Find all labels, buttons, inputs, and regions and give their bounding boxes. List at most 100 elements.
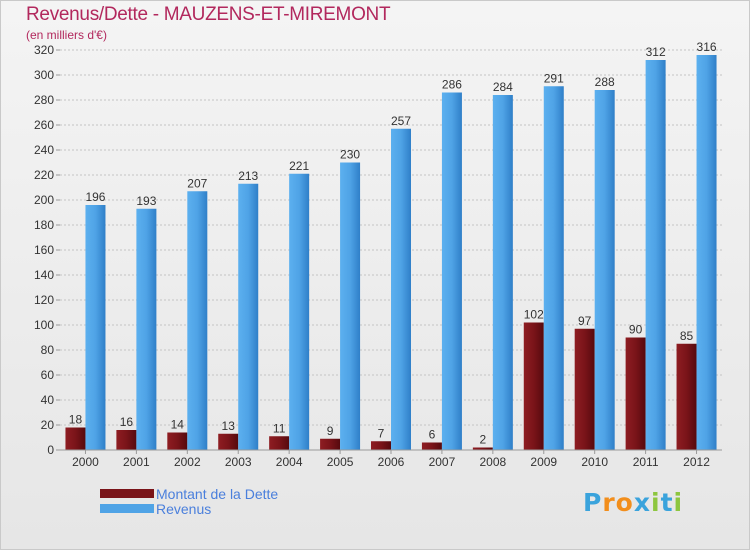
debt-bar bbox=[676, 343, 697, 450]
y-tick-label: 260 bbox=[34, 118, 54, 132]
x-tick-label: 2011 bbox=[633, 455, 659, 469]
revenue-bar bbox=[238, 183, 259, 450]
debt-bar bbox=[625, 337, 646, 450]
revenue-value-label: 288 bbox=[595, 75, 615, 89]
revenue-value-label: 213 bbox=[238, 169, 258, 183]
debt-bar bbox=[320, 438, 341, 450]
debt-value-label: 90 bbox=[629, 323, 643, 337]
debt-value-label: 9 bbox=[327, 424, 334, 438]
revenue-value-label: 291 bbox=[544, 71, 564, 85]
y-tick-label: 100 bbox=[34, 318, 54, 332]
logo-letter: P bbox=[583, 488, 603, 517]
x-tick-label: 2007 bbox=[429, 455, 456, 469]
legend-swatch-debt bbox=[100, 489, 154, 498]
debt-value-label: 13 bbox=[222, 419, 236, 433]
revenue-value-label: 284 bbox=[493, 80, 513, 94]
bars bbox=[65, 55, 717, 450]
logo-letter: r bbox=[602, 488, 616, 517]
x-tick-label: 2012 bbox=[683, 455, 710, 469]
y-tick-label: 160 bbox=[34, 243, 54, 257]
revenue-value-label: 230 bbox=[340, 148, 360, 162]
revenue-bar bbox=[187, 191, 208, 450]
debt-bar bbox=[574, 328, 595, 450]
chart-subtitle: (en milliers d'€) bbox=[26, 28, 107, 42]
debt-bar bbox=[371, 441, 391, 450]
debt-bar bbox=[523, 322, 544, 450]
revenue-bar bbox=[289, 173, 310, 450]
x-tick-label: 2009 bbox=[530, 455, 557, 469]
x-tick-label: 2005 bbox=[327, 455, 354, 469]
x-axis-ticks: 2000 2001 2002 2003 2004 2005 2006 2007 2008 2009… bbox=[72, 450, 710, 469]
debt-value-label: 2 bbox=[480, 433, 487, 447]
debt-bar bbox=[218, 433, 239, 450]
y-axis-ticks: 0 20 40 60 80 100 120 140 160 180 200 220 240 260 280 3… bbox=[34, 43, 60, 457]
x-tick-label: 2006 bbox=[378, 455, 405, 469]
y-tick-label: 180 bbox=[34, 218, 54, 232]
revenue-value-label: 196 bbox=[85, 190, 105, 204]
y-tick-label: 40 bbox=[41, 393, 55, 407]
y-tick-label: 60 bbox=[41, 368, 55, 382]
debt-value-label: 7 bbox=[378, 426, 385, 440]
legend-label-revenue: Revenus bbox=[156, 501, 212, 517]
x-tick-label: 2004 bbox=[276, 455, 303, 469]
debt-bar bbox=[167, 432, 188, 450]
y-tick-label: 200 bbox=[34, 193, 54, 207]
chart-title: Revenus/Dette - MAUZENS-ET-MIREMONT bbox=[26, 4, 391, 25]
proxiti-logo: Proxiti bbox=[583, 488, 683, 517]
revenue-bar bbox=[594, 90, 615, 450]
x-tick-label: 2001 bbox=[123, 455, 150, 469]
y-tick-label: 240 bbox=[34, 143, 54, 157]
debt-value-label: 6 bbox=[429, 428, 436, 442]
debt-value-label: 97 bbox=[578, 314, 592, 328]
y-tick-label: 120 bbox=[34, 293, 54, 307]
revenue-bar bbox=[543, 86, 564, 450]
debt-value-label: 18 bbox=[69, 413, 83, 427]
x-tick-label: 2008 bbox=[479, 455, 506, 469]
y-tick-label: 80 bbox=[41, 343, 55, 357]
y-tick-label: 140 bbox=[34, 268, 54, 282]
revenue-bar bbox=[492, 95, 513, 450]
revenue-value-label: 286 bbox=[442, 78, 462, 92]
y-tick-label: 280 bbox=[34, 93, 54, 107]
y-tick-label: 220 bbox=[34, 168, 54, 182]
debt-bar bbox=[116, 430, 137, 450]
debt-value-label: 11 bbox=[273, 421, 286, 435]
debt-bar bbox=[269, 436, 290, 450]
revenue-value-label: 312 bbox=[646, 45, 666, 59]
revenue-bar bbox=[340, 162, 361, 450]
y-tick-label: 300 bbox=[34, 68, 54, 82]
logo-letter: i bbox=[673, 488, 684, 517]
legend-label-debt: Montant de la Dette bbox=[156, 486, 279, 502]
revenue-value-label: 257 bbox=[391, 114, 411, 128]
x-tick-label: 2000 bbox=[72, 455, 99, 469]
debt-value-label: 85 bbox=[680, 329, 694, 343]
revenue-bar bbox=[645, 60, 666, 450]
y-tick-label: 320 bbox=[34, 43, 54, 57]
logo-letter: o bbox=[615, 488, 634, 517]
debt-bar bbox=[421, 442, 442, 450]
debt-value-label: 102 bbox=[524, 308, 544, 322]
debt-bar bbox=[65, 427, 86, 450]
revenue-bar bbox=[441, 92, 462, 450]
revenue-value-label: 316 bbox=[697, 40, 717, 54]
y-tick-label: 0 bbox=[47, 443, 54, 457]
logo-letter: x bbox=[633, 488, 651, 517]
legend-swatch-revenue bbox=[100, 504, 154, 513]
revenue-bar bbox=[85, 205, 106, 450]
x-tick-label: 2003 bbox=[225, 455, 252, 469]
revenue-bar bbox=[391, 128, 411, 450]
logo-letter: i bbox=[651, 488, 661, 517]
revenue-bar bbox=[136, 208, 157, 450]
revenue-value-label: 193 bbox=[136, 194, 156, 208]
debt-value-label: 16 bbox=[120, 415, 134, 429]
revenue-value-label: 221 bbox=[289, 159, 309, 173]
data-labels: 18 196 16 193 14 207 13 213 11 221 9 230 7 257 6 286 2 28… bbox=[69, 40, 717, 447]
y-tick-label: 20 bbox=[41, 418, 55, 432]
revenue-value-label: 207 bbox=[187, 176, 207, 190]
debt-bar bbox=[472, 447, 493, 450]
logo-letter: t bbox=[660, 488, 674, 517]
revenue-bar bbox=[696, 55, 717, 450]
x-tick-label: 2002 bbox=[174, 455, 201, 469]
x-tick-label: 2010 bbox=[581, 455, 608, 469]
